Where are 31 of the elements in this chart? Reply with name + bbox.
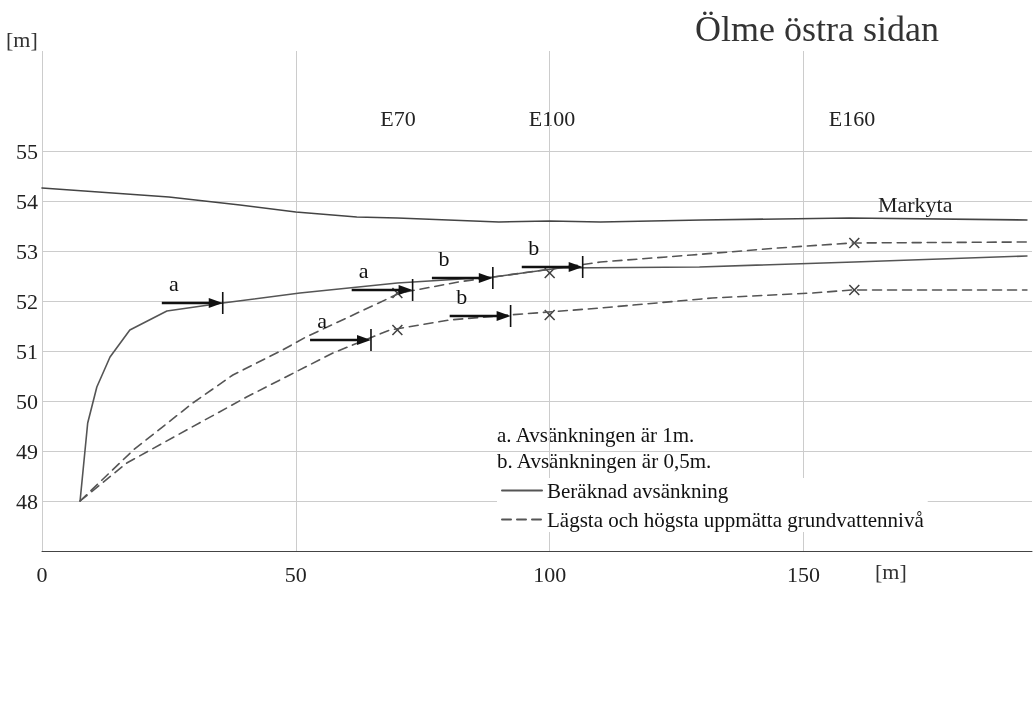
line-series bbox=[41, 187, 1028, 223]
x-tick-label: 100 bbox=[533, 561, 567, 587]
annotation: E70 bbox=[380, 105, 416, 131]
y-tick-label: 53 bbox=[16, 238, 38, 264]
annotation: a bbox=[358, 258, 369, 283]
annotation: a bbox=[317, 308, 328, 333]
annotation: a bbox=[168, 271, 179, 296]
chart-title: Ölme östra sidan bbox=[695, 9, 939, 49]
annotation: E160 bbox=[828, 105, 876, 131]
x-axis-title: [m] bbox=[875, 558, 907, 584]
annotation: E100 bbox=[528, 105, 576, 131]
y-tick-label: 51 bbox=[16, 338, 38, 364]
annotation: b bbox=[456, 284, 468, 309]
legend-label: Lägsta och högsta uppmätta grundvattennivå bbox=[547, 507, 925, 532]
annotation: b. Avsänkningen är 0,5m. bbox=[497, 448, 712, 473]
x-tick-label: 50 bbox=[284, 561, 307, 587]
annotation: b bbox=[438, 246, 450, 271]
y-tick-label: 54 bbox=[16, 188, 38, 214]
x-tick-label: 150 bbox=[787, 561, 821, 587]
y-axis-title: [m] bbox=[6, 26, 38, 52]
annotation: a. Avsänkningen är 1m. bbox=[497, 422, 695, 447]
y-tick-label: 55 bbox=[16, 138, 38, 164]
x-tick-label: 0 bbox=[36, 561, 48, 587]
y-tick-label: 48 bbox=[16, 488, 38, 514]
y-tick-label: 50 bbox=[16, 388, 38, 414]
annotation: b bbox=[528, 235, 540, 260]
y-tick-label: 49 bbox=[16, 438, 38, 464]
y-tick-label: 52 bbox=[16, 288, 38, 314]
legend-label: Beräknad avsänkning bbox=[547, 478, 729, 503]
point bbox=[848, 284, 860, 296]
annotation: Markyta bbox=[877, 192, 953, 217]
